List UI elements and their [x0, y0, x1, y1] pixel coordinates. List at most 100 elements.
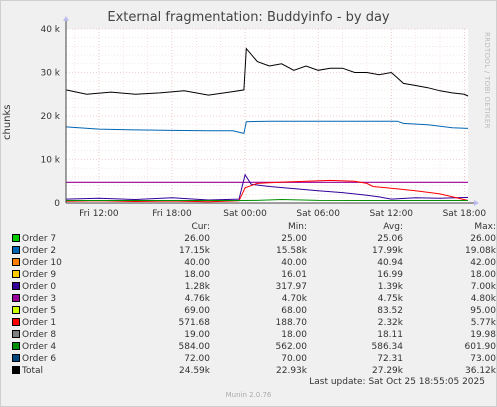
y-tick-label: 0: [54, 199, 60, 209]
legend-table: Cur: Min: Avg: Max: Order 7 26.00 25.00 25.…: [12, 221, 496, 377]
legend-value-cur: 24.59k: [179, 366, 210, 376]
legend-value-cur: 1.28k: [184, 282, 210, 292]
legend-row: Order 8 19.00 18.00 18.11 19.98: [12, 329, 496, 341]
x-tick-label: Sat 18:00: [443, 209, 487, 219]
legend-value-avg: 40.94: [377, 258, 403, 268]
legend-swatch: [12, 341, 20, 350]
legend-value-max: 4.80k: [470, 294, 496, 304]
legend-row: Order 9 18.00 16.01 16.99 18.00: [12, 269, 496, 281]
legend-value-cur: 571.68: [178, 318, 211, 328]
legend-value-min: 18.00: [281, 330, 307, 340]
legend-row: Order 2 17.15k 15.58k 17.99k 19.08k: [12, 245, 496, 257]
legend-swatch: [12, 281, 20, 290]
legend-value-min: 317.97: [275, 282, 308, 292]
legend-series-name: Total: [22, 366, 44, 376]
legend-swatch: [12, 365, 20, 374]
series-line-order-2: [65, 120, 469, 135]
legend-header-max: Max:: [474, 222, 496, 232]
legend-row: Order 6 72.00 70.00 72.31 73.00: [12, 353, 496, 365]
legend-value-avg: 18.11: [377, 330, 403, 340]
legend-swatch: [12, 305, 20, 314]
series-line-order-0: [65, 173, 469, 201]
legend-value-avg: 72.31: [377, 354, 403, 364]
legend-swatch: [12, 269, 20, 278]
legend-value-max: 7.00k: [470, 282, 496, 292]
legend-swatch: [12, 317, 20, 326]
y-tick-label: 10 k: [40, 156, 60, 166]
legend-value-cur: 17.15k: [179, 246, 210, 256]
legend-value-max: 19.98: [470, 330, 496, 340]
legend-value-cur: 26.00: [184, 234, 210, 244]
y-tick-label: 30 k: [40, 69, 60, 79]
legend-value-min: 68.00: [281, 306, 307, 316]
legend-value-min: 188.70: [275, 318, 308, 328]
legend-value-avg: 16.99: [377, 270, 403, 280]
x-tick-label: Fri 18:00: [152, 209, 192, 219]
legend-value-avg: 25.06: [377, 234, 403, 244]
legend-row: Order 3 4.76k 4.70k 4.75k 4.80k: [12, 293, 496, 305]
legend-value-max: 26.00: [470, 234, 496, 244]
x-tick-label: Sat 00:00: [223, 209, 267, 219]
legend-value-avg: 586.34: [371, 342, 404, 352]
legend-value-max: 42.00: [470, 258, 496, 268]
legend-header-avg: Avg:: [383, 222, 403, 232]
legend-value-max: 5.77k: [470, 318, 496, 328]
y-tick-label: 20 k: [40, 112, 60, 122]
legend-row: Total 24.59k 22.93k 27.29k 36.12k: [12, 365, 496, 377]
legend-series-name: Order 2: [22, 246, 57, 256]
legend-value-cur: 72.00: [184, 354, 210, 364]
legend-series-name: Order 9: [22, 270, 57, 280]
legend-header-cur: Cur:: [191, 222, 210, 232]
legend-value-avg: 27.29k: [372, 366, 403, 376]
legend-swatch: [12, 257, 20, 266]
legend-row: Order 0 1.28k 317.97 1.39k 7.00k: [12, 281, 496, 293]
x-tick-label: Sat 06:00: [296, 209, 340, 219]
y-axis-arrow: [63, 16, 69, 21]
legend-row: Order 5 69.00 68.00 83.52 95.00: [12, 305, 496, 317]
legend-value-min: 70.00: [281, 354, 307, 364]
legend-series-name: Order 1: [22, 318, 57, 328]
legend-series-name: Order 0: [22, 282, 57, 292]
legend-value-min: 22.93k: [276, 366, 307, 376]
legend-series-name: Order 5: [22, 306, 57, 316]
series-line-order-4: [66, 198, 468, 201]
legend-value-avg: 17.99k: [372, 246, 403, 256]
legend-value-min: 562.00: [275, 342, 308, 352]
legend-row: Order 7 26.00 25.00 25.06 26.00: [12, 233, 496, 245]
legend-swatch: [12, 293, 20, 302]
last-update: Last update: Sat Oct 25 18:55:05 2025: [309, 377, 485, 387]
legend-row: Order 4 584.00 562.00 586.34 601.90: [12, 341, 496, 353]
y-tick-label: 40 k: [40, 25, 60, 35]
legend-value-avg: 83.52: [377, 306, 403, 316]
x-tick-label: Sat 12:00: [369, 209, 413, 219]
legend-swatch: [12, 245, 20, 254]
x-axis-arrow: [474, 200, 479, 206]
legend-header-min: Min:: [287, 222, 307, 232]
legend-value-min: 4.70k: [281, 294, 307, 304]
legend-series-name: Order 4: [22, 342, 57, 352]
legend-value-min: 15.58k: [276, 246, 307, 256]
legend-value-cur: 19.00: [184, 330, 210, 340]
legend-value-max: 73.00: [470, 354, 496, 364]
legend-value-max: 95.00: [470, 306, 496, 316]
legend-row: Order 1 571.68 188.70 2.32k 5.77k: [12, 317, 496, 329]
chart-title: External fragmentation: Buddyinfo - by d…: [107, 10, 390, 25]
rrdtool-watermark: RRDTOOL / TOBI OETIKER: [483, 32, 491, 129]
legend-value-cur: 4.76k: [184, 294, 210, 304]
legend-value-max: 36.12k: [465, 366, 496, 376]
legend-value-cur: 69.00: [184, 306, 210, 316]
munin-version: Munin 2.0.76: [225, 391, 272, 399]
series-line-order-1: [65, 179, 469, 203]
legend-value-cur: 584.00: [178, 342, 211, 352]
legend-value-min: 40.00: [281, 258, 307, 268]
legend-value-avg: 4.75k: [377, 294, 403, 304]
legend-header-row: Cur: Min: Avg: Max:: [12, 221, 496, 233]
legend-value-avg: 1.39k: [377, 282, 403, 292]
legend-swatch: [12, 353, 20, 362]
legend-series-name: Order 7: [22, 234, 57, 244]
legend-value-min: 16.01: [281, 270, 307, 280]
legend-value-max: 18.00: [470, 270, 496, 280]
legend-swatch: [12, 233, 20, 242]
legend-series-name: Order 8: [22, 330, 57, 340]
